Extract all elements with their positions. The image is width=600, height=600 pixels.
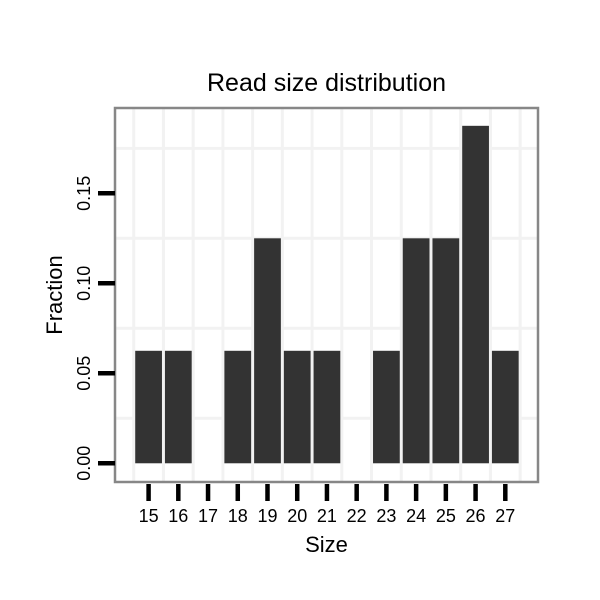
- x-tick-label-20: 20: [287, 506, 307, 526]
- x-tick-label-16: 16: [168, 506, 188, 526]
- chart-title: Read size distribution: [206, 69, 446, 97]
- bar-26: [462, 125, 489, 464]
- y-tick-label-0.15: 0.15: [74, 176, 94, 211]
- x-tick-label-17: 17: [198, 506, 218, 526]
- x-tick-label-25: 25: [436, 506, 456, 526]
- bar-25: [432, 238, 460, 464]
- bar-20: [283, 350, 311, 464]
- y-axis-title: Fraction: [42, 255, 67, 335]
- y-tick-label-0.10: 0.10: [74, 266, 94, 301]
- x-tick-label-27: 27: [495, 506, 515, 526]
- x-tick-label-26: 26: [466, 506, 486, 526]
- bar-19: [254, 238, 281, 464]
- y-tick-label-0.00: 0.00: [74, 446, 94, 481]
- x-tick-label-21: 21: [317, 506, 337, 526]
- x-tick-label-15: 15: [139, 506, 159, 526]
- x-tick-label-19: 19: [257, 506, 277, 526]
- bar-16: [164, 350, 192, 464]
- bar-24: [402, 238, 430, 464]
- x-tick-label-22: 22: [347, 506, 367, 526]
- bar-15: [135, 350, 162, 464]
- x-tick-label-23: 23: [376, 506, 396, 526]
- bar-18: [224, 350, 252, 464]
- y-tick-label-0.05: 0.05: [74, 356, 94, 391]
- bar-21: [313, 350, 341, 464]
- bar-27: [491, 350, 519, 464]
- bar-23: [373, 350, 400, 464]
- x-tick-label-18: 18: [228, 506, 248, 526]
- x-axis-title: Size: [305, 532, 348, 557]
- x-tick-label-24: 24: [406, 506, 426, 526]
- panel-border: [113, 106, 540, 484]
